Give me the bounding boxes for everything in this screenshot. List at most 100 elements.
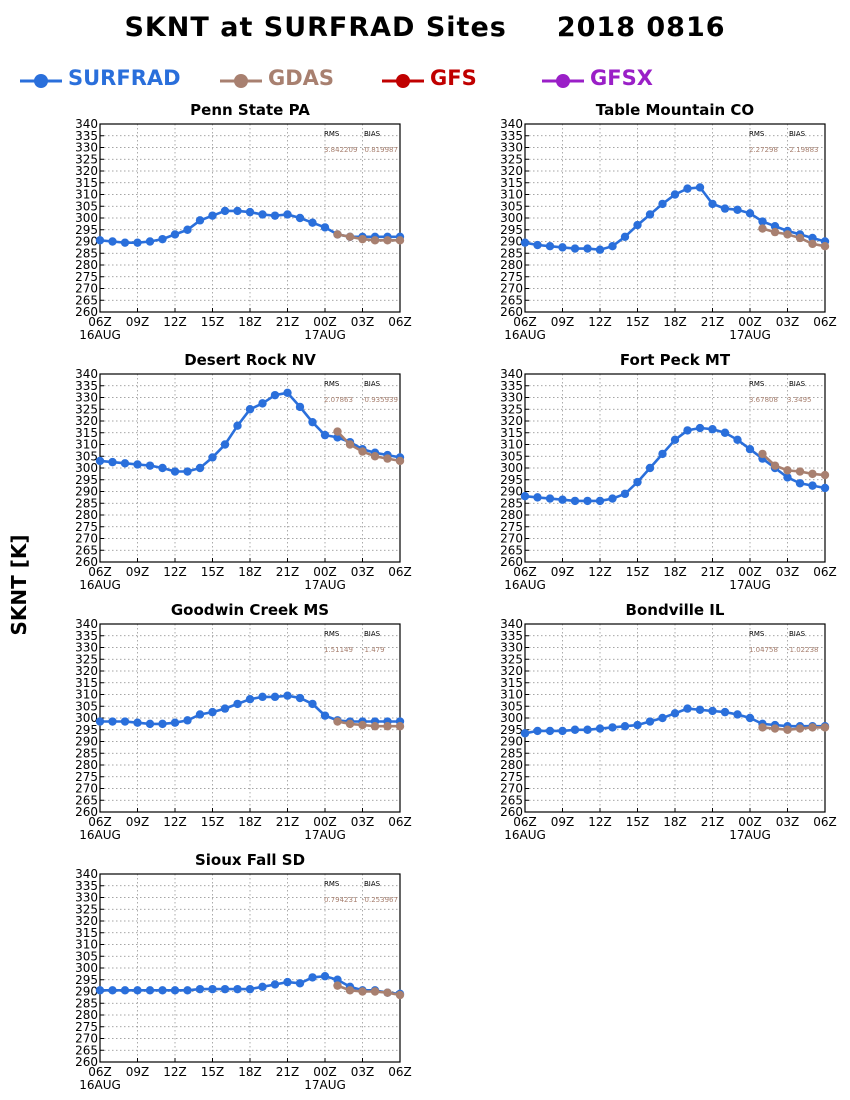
x-tick-label: 00Z xyxy=(313,565,337,579)
chart-title: Sioux Fall SD xyxy=(195,851,305,869)
data-point-surfrad xyxy=(283,210,292,219)
page-title: SKNT at SURFRAD Sites 2018 0816 xyxy=(0,12,850,43)
data-point-surfrad xyxy=(108,237,117,246)
y-tick-label: 315 xyxy=(500,676,523,690)
y-tick-label: 340 xyxy=(500,617,523,631)
x-tick-label: 12Z xyxy=(163,565,187,579)
data-point-surfrad xyxy=(695,705,705,714)
data-point-surfrad xyxy=(258,692,267,702)
chart-panel-penn-state-pa: Penn State PA 260265270275280285290295300… xyxy=(75,101,412,342)
y-tick-label: 285 xyxy=(75,996,98,1010)
x-tick-label: 15Z xyxy=(201,1065,225,1079)
data-point-surfrad xyxy=(195,463,205,473)
stats-rms-label: RMS xyxy=(749,380,765,388)
x-tick-label: 21Z xyxy=(701,565,725,579)
data-point-surfrad xyxy=(133,718,142,727)
y-tick-label: 280 xyxy=(500,508,523,522)
data-point-gdas xyxy=(783,725,792,734)
data-point-surfrad xyxy=(283,691,292,700)
x-tick-label: 00Z xyxy=(738,815,762,829)
stats-bias-label: BIAS xyxy=(789,380,806,388)
data-point-surfrad xyxy=(233,421,242,430)
legend-marker-gfsx xyxy=(542,74,584,88)
data-point-surfrad xyxy=(295,402,305,412)
x-date-label: 16AUG xyxy=(79,1078,121,1092)
y-tick-label: 270 xyxy=(500,532,523,546)
x-tick-label: 06Z xyxy=(813,815,837,829)
y-tick-label: 310 xyxy=(500,188,523,202)
data-point-gdas xyxy=(333,981,342,990)
data-point-gdas xyxy=(358,447,367,456)
data-point-surfrad xyxy=(683,184,692,193)
data-point-surfrad xyxy=(295,693,305,703)
y-tick-label: 280 xyxy=(75,258,98,272)
y-tick-label: 330 xyxy=(500,641,523,655)
data-point-surfrad xyxy=(208,211,217,220)
data-point-surfrad xyxy=(308,218,317,227)
data-point-surfrad xyxy=(583,496,592,506)
y-tick-label: 320 xyxy=(75,414,98,428)
legend-label-gdas: GDAS xyxy=(268,66,335,90)
y-tick-label: 260 xyxy=(75,305,98,319)
x-tick-label: 12Z xyxy=(588,565,612,579)
data-point-gdas xyxy=(758,723,767,732)
data-point-surfrad xyxy=(745,713,755,723)
legend-marker-gfs xyxy=(382,74,424,88)
x-tick-label: 21Z xyxy=(276,565,300,579)
chart-title: Fort Peck MT xyxy=(620,351,731,369)
y-tick-label: 275 xyxy=(75,270,98,284)
stats-rms-value: 1.51149 xyxy=(324,646,353,654)
data-point-surfrad xyxy=(183,225,192,234)
x-tick-label: 09Z xyxy=(551,565,575,579)
y-tick-label: 275 xyxy=(500,770,523,784)
y-tick-label: 290 xyxy=(500,235,523,249)
x-tick-label: 06Z xyxy=(513,315,537,329)
data-point-surfrad xyxy=(220,440,230,449)
data-point-surfrad xyxy=(133,460,142,469)
stats-bias-value: -1.479 xyxy=(362,646,385,654)
x-tick-label: 06Z xyxy=(388,1065,412,1079)
y-tick-label: 300 xyxy=(75,461,98,475)
stats-rms-value: 2.27298 xyxy=(749,146,778,154)
chart-panel-fort-peck-mt: Fort Peck MT2602652702752802852902953003… xyxy=(500,351,837,592)
y-tick-label: 325 xyxy=(75,152,98,166)
data-point-gdas xyxy=(383,722,392,731)
legend-label-gfsx: GFSX xyxy=(590,66,653,90)
x-tick-label: 15Z xyxy=(626,815,650,829)
chart-panel-table-mountain-co: Table Mountain CO 26026527027528028529029… xyxy=(500,101,837,342)
x-date-label: 17AUG xyxy=(729,578,771,592)
data-point-surfrad xyxy=(333,975,342,984)
data-point-surfrad xyxy=(633,220,642,230)
x-tick-label: 21Z xyxy=(276,815,300,829)
stats-rms-label: RMS xyxy=(324,630,340,638)
y-tick-label: 275 xyxy=(75,1020,98,1034)
stats-rms-value: 1.04758 xyxy=(749,646,778,654)
x-tick-label: 06Z xyxy=(388,815,412,829)
data-point-surfrad xyxy=(533,726,542,736)
data-point-surfrad xyxy=(658,449,667,459)
y-tick-label: 305 xyxy=(75,949,98,963)
x-tick-label: 06Z xyxy=(813,565,837,579)
data-point-surfrad xyxy=(145,461,155,470)
data-point-gdas xyxy=(358,234,367,244)
chart-title: Penn State PA xyxy=(190,101,310,119)
data-point-surfrad xyxy=(170,718,180,727)
x-date-label: 17AUG xyxy=(729,328,771,342)
x-tick-label: 09Z xyxy=(126,315,150,329)
data-point-surfrad xyxy=(645,210,655,219)
x-tick-label: 18Z xyxy=(663,315,687,329)
data-point-surfrad xyxy=(695,423,705,433)
data-point-surfrad xyxy=(733,710,742,719)
y-tick-label: 290 xyxy=(75,235,98,249)
data-point-gdas xyxy=(808,239,817,249)
stats-bias-value: -2.19883 xyxy=(787,146,818,154)
y-tick-label: 280 xyxy=(75,758,98,772)
y-tick-label: 285 xyxy=(75,746,98,760)
y-tick-label: 315 xyxy=(75,426,98,440)
y-tick-label: 275 xyxy=(500,520,523,534)
x-tick-label: 00Z xyxy=(313,315,337,329)
data-point-gdas xyxy=(795,233,805,243)
data-point-surfrad xyxy=(670,435,680,444)
data-point-surfrad xyxy=(520,492,530,501)
x-tick-label: 00Z xyxy=(313,815,337,829)
